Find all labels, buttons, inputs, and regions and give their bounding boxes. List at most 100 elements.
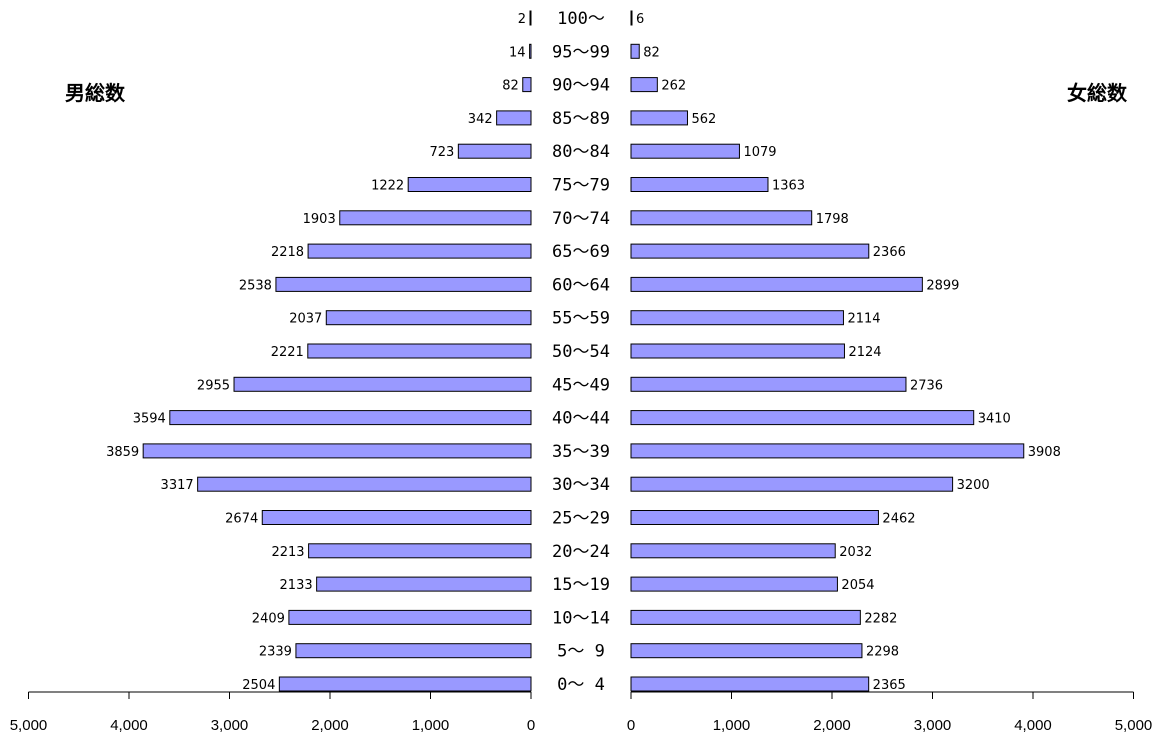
female-value-label: 3410 [978,412,1011,427]
female-value-label: 2462 [882,512,915,527]
female-value-label: 262 [661,79,686,94]
male-bar [142,443,532,459]
male-value-label: 2339 [259,645,292,660]
female-bar [630,676,870,692]
age-group-label: 65～69 [552,242,610,262]
male-bar [522,77,532,93]
male-bar [308,543,532,559]
male-value-label: 2504 [242,678,275,693]
male-value-label: 1903 [303,212,336,227]
male-value-label: 2037 [289,312,322,327]
male-value-label: 2674 [225,512,258,527]
female-bars: 2365 2298 2282 2054 2032 2462 3200 3908 3410 2736… [630,10,1061,693]
age-group-label: 55～59 [552,309,610,329]
female-bar [630,10,633,26]
age-group-label: 45～49 [552,375,610,395]
age-group-label: 10～14 [552,608,610,628]
female-value-label: 2736 [910,378,943,393]
x-axes: 5,000 0 4,000 1,000 3,000 2,000 2,000 3,000 1,00… [10,691,1153,734]
female-bar [630,376,907,392]
female-total-title: 女総数 [1067,81,1128,105]
age-group-label: 40～44 [552,409,610,429]
female-value-label: 2366 [873,245,906,260]
male-value-label: 2218 [271,245,304,260]
female-value-label: 1798 [816,212,849,227]
age-group-label: 15～19 [552,575,610,595]
female-bar [630,143,740,159]
female-value-label: 6 [636,12,644,27]
female-value-label: 2032 [839,545,872,560]
female-value-label: 1363 [772,179,805,194]
age-group-label: 85～89 [552,109,610,129]
female-value-label: 2899 [926,278,959,293]
female-value-label: 1079 [743,145,776,160]
male-bar [233,376,532,392]
male-value-label: 2 [518,12,526,27]
female-axis-tick-label: 4,000 [1014,717,1052,734]
male-axis-tick-label: 2,000 [311,717,349,734]
male-axis-tick-label: 5,000 [10,717,48,734]
female-bar [630,43,640,59]
male-value-label: 1222 [371,179,404,194]
female-axis-tick-label: 1,000 [713,717,751,734]
male-value-label: 82 [502,79,519,94]
male-bar [288,609,532,625]
age-group-label: 80～84 [552,142,610,162]
male-bar [529,10,532,26]
female-value-label: 562 [691,112,716,127]
female-bar [630,576,838,592]
female-bar [630,210,813,226]
female-value-label: 2282 [864,611,897,626]
female-value-label: 82 [643,45,660,60]
female-bar [630,310,844,326]
male-value-label: 3859 [106,445,139,460]
age-group-label: 60～64 [552,275,610,295]
age-group-label: 20～24 [552,542,610,562]
female-bar [630,410,975,426]
male-bar [275,276,532,292]
age-group-label: 0～ 4 [557,675,605,695]
male-axis-tick-label: 1,000 [412,717,450,734]
male-bar [197,476,532,492]
female-bar [630,609,861,625]
age-group-label: 30～34 [552,475,610,495]
male-bar [295,643,532,659]
male-axis-tick-label: 3,000 [211,717,249,734]
female-value-label: 3908 [1028,445,1061,460]
age-group-label: 5～ 9 [557,642,605,662]
male-value-label: 2955 [197,378,230,393]
age-group-label: 50～54 [552,342,610,362]
male-bar [529,43,532,59]
female-bar [630,110,688,126]
male-bar [307,343,532,359]
male-bar [278,676,532,692]
male-bar [496,110,532,126]
female-bar [630,343,845,359]
female-value-label: 2114 [847,312,880,327]
female-axis-tick-label: 5,000 [1115,717,1153,734]
female-value-label: 2054 [841,578,874,593]
female-bar [630,177,769,192]
age-group-label: 100～ [557,9,605,29]
male-bar [457,143,532,159]
male-bar [169,410,532,426]
male-axis-tick-label: 4,000 [110,717,148,734]
male-bar [316,576,532,592]
age-group-label: 95～99 [552,42,610,62]
male-bar [261,510,532,525]
male-value-label: 723 [430,145,455,160]
male-value-label: 342 [468,112,493,127]
age-group-label: 25～29 [552,509,610,529]
female-bar [630,543,836,559]
female-bar [630,643,863,659]
female-axis-tick-label: 0 [627,717,635,734]
female-bar [630,77,658,93]
male-axis-tick-label: 0 [527,717,535,734]
male-value-label: 2213 [271,545,304,560]
female-axis-tick-label: 3,000 [914,717,952,734]
age-group-label: 90～94 [552,76,610,96]
male-value-label: 3594 [133,412,166,427]
female-value-label: 2365 [873,678,906,693]
age-group-label: 70～74 [552,209,610,229]
